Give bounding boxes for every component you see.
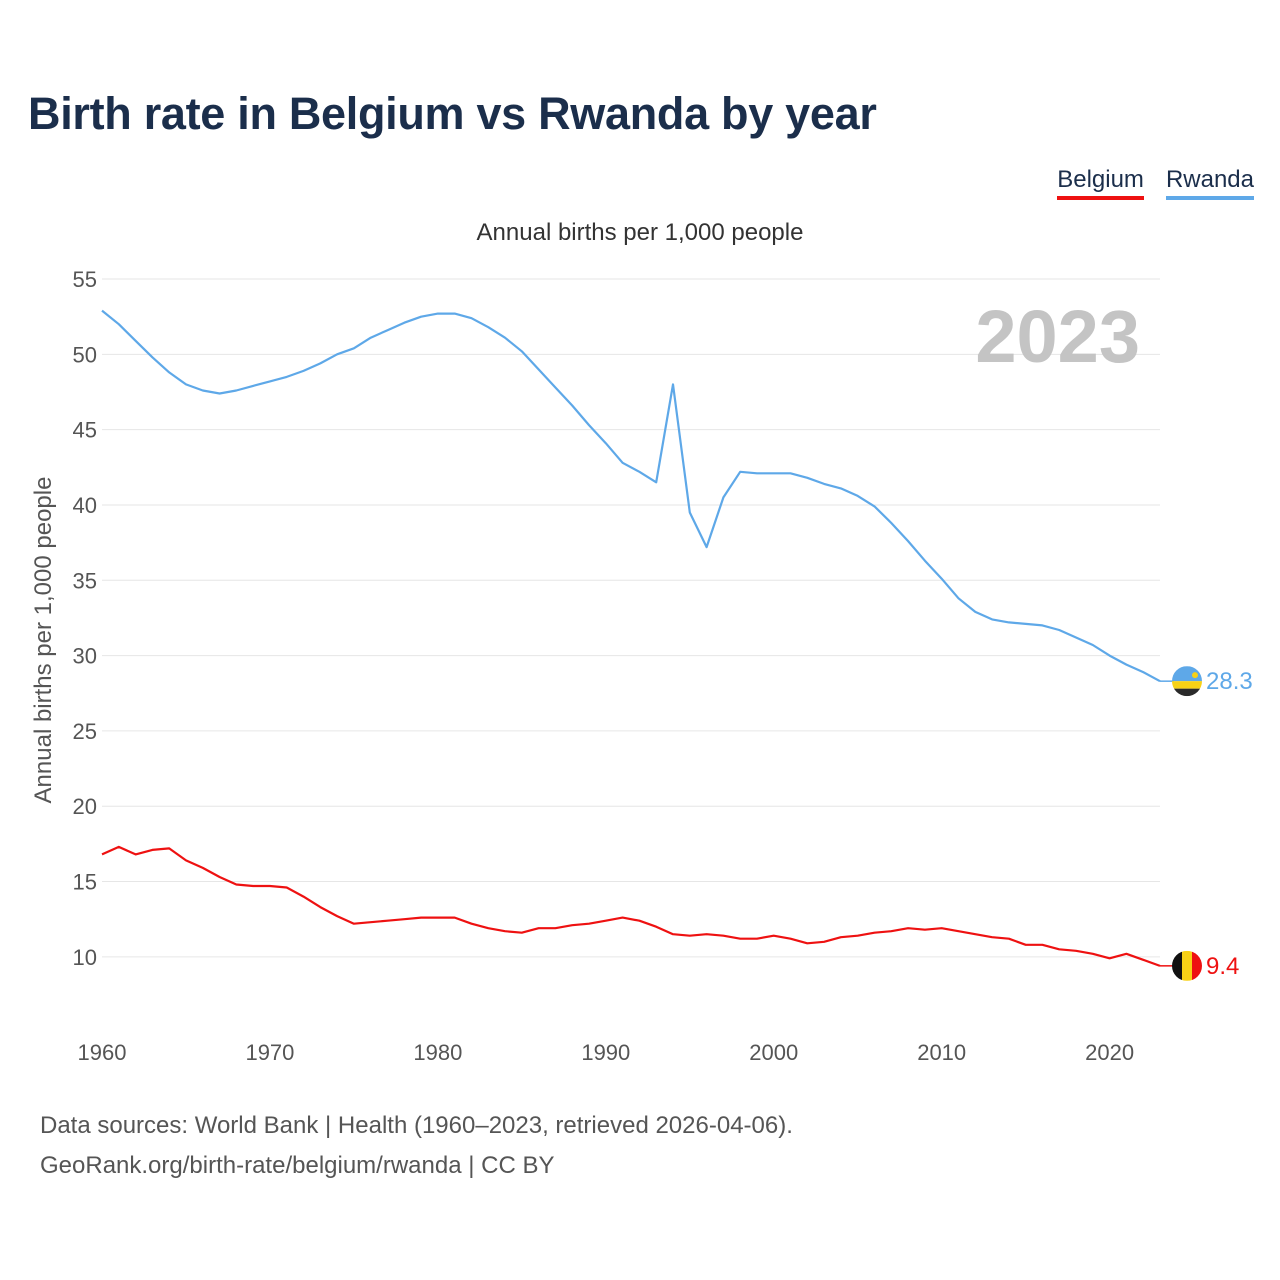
legend: Belgium Rwanda [1057, 166, 1254, 200]
series-line-rwanda [101, 309, 1161, 683]
source-note: Data sources: World Bank | Health (1960–… [40, 1112, 793, 1139]
x-tick-label-2000: 2000 [749, 1040, 798, 1065]
chart-subtitle: Annual births per 1,000 people [477, 219, 804, 246]
end-value-label-belgium: 9.4 [1206, 953, 1239, 980]
y-tick-label-35: 35 [73, 568, 97, 593]
belgium-flag-icon [1172, 950, 1202, 981]
x-tick-label-1970: 1970 [245, 1040, 294, 1065]
legend-item-rwanda[interactable]: Rwanda [1165, 166, 1254, 200]
end-value-label-rwanda: 28.3 [1206, 668, 1253, 695]
y-tick-label-50: 50 [73, 342, 97, 367]
y-axis-label: Annual births per 1,000 people [30, 477, 57, 804]
x-tick-label-2020: 2020 [1085, 1040, 1134, 1065]
x-tick-label-2010: 2010 [917, 1040, 966, 1065]
x-tick-label-1980: 1980 [413, 1040, 462, 1065]
attribution-link[interactable]: GeoRank.org/birth-rate/belgium/rwanda | … [40, 1152, 555, 1179]
series-line-belgium [101, 845, 1161, 967]
y-tick-label-30: 30 [73, 644, 97, 669]
y-tick-label-40: 40 [73, 493, 97, 518]
chart-title: Birth rate in Belgium vs Rwanda by year [28, 88, 877, 139]
y-tick-label-55: 55 [73, 267, 97, 292]
y-tick-label-45: 45 [73, 418, 97, 443]
y-tick-label-25: 25 [73, 719, 97, 744]
y-tick-label-15: 15 [73, 870, 97, 895]
legend-item-belgium[interactable]: Belgium [1057, 166, 1144, 200]
x-tick-label-1990: 1990 [581, 1040, 630, 1065]
y-tick-label-20: 20 [73, 794, 97, 819]
y-tick-label-10: 10 [73, 945, 97, 970]
line-chart: 10 15 20 25 30 35 40 45 50 55 1960 1970 1980 1990 2000… [30, 219, 1253, 1065]
x-tick-label-1960: 1960 [78, 1040, 127, 1065]
rwanda-flag-icon [1172, 666, 1202, 697]
year-watermark: 2023 [975, 295, 1140, 378]
footer: Data sources: World Bank | Health (1960–… [40, 1106, 793, 1186]
